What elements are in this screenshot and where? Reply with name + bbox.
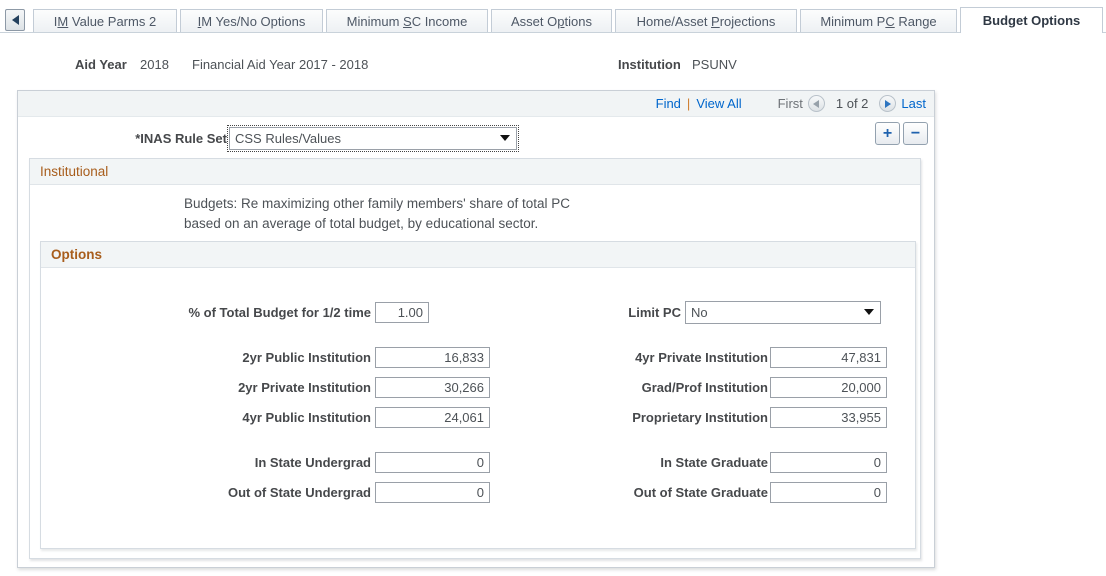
- aid-year-value: 2018: [140, 57, 169, 72]
- options-group-box: Options % of Total Budget for 1/2 time L…: [40, 241, 916, 549]
- in-state-graduate-input[interactable]: [770, 451, 887, 473]
- form-row: 2yr Public Institution 4yr Private Insti…: [41, 346, 915, 368]
- tab-label: Budget Options: [982, 13, 1081, 28]
- aid-year-label: Aid Year: [75, 57, 127, 72]
- tab-label: Asset Options: [511, 14, 592, 29]
- form-row: 2yr Private Institution Grad/Prof Instit…: [41, 376, 915, 398]
- next-row-button[interactable]: [879, 95, 897, 112]
- options-section-title: Options: [41, 242, 915, 268]
- tab-minimum-pc-range[interactable]: Minimum PC Range: [800, 9, 957, 33]
- add-row-button[interactable]: +: [875, 122, 900, 145]
- dropdown-arrow-icon: [864, 309, 874, 315]
- 4yr-private-institution-label: 4yr Private Institution: [635, 349, 768, 365]
- 4yr-private-institution-input[interactable]: [770, 346, 887, 368]
- dropdown-arrow-icon: [500, 135, 510, 141]
- previous-row-button[interactable]: [807, 95, 825, 112]
- proprietary-institution-input[interactable]: [770, 406, 887, 428]
- scroll-tabs-left-button[interactable]: [5, 9, 25, 31]
- in-state-graduate-label: In State Graduate: [660, 454, 768, 470]
- tab-label: IM Yes/No Options: [197, 14, 306, 29]
- form-row: In State Undergrad In State Graduate: [41, 451, 915, 473]
- pct-total-budget-input[interactable]: [375, 301, 429, 323]
- row-position: 1 of 2: [835, 96, 869, 111]
- grad-prof-institution-input[interactable]: [770, 376, 887, 398]
- institutional-section-title: Institutional: [30, 159, 920, 185]
- page-key-header: Aid Year 2018 Financial Aid Year 2017 - …: [0, 57, 1106, 79]
- aid-year-description: Financial Aid Year 2017 - 2018: [192, 57, 369, 72]
- out-of-state-undergrad-input[interactable]: [375, 481, 490, 503]
- tab-label: IM Value Parms 2: [53, 14, 157, 29]
- first-link: First: [777, 96, 803, 111]
- row-action-buttons: + −: [875, 122, 928, 145]
- tab-bar: IM Value Parms 2 IM Yes/No Options Minim…: [0, 7, 1106, 33]
- selected-value: No: [691, 304, 708, 320]
- 4yr-public-institution-input[interactable]: [375, 406, 490, 428]
- out-of-state-graduate-label: Out of State Graduate: [633, 484, 768, 500]
- budgets-description-line1: Budgets: Re maximizing other family memb…: [184, 196, 570, 211]
- chevron-left-icon: [11, 15, 19, 25]
- inas-rule-set-row: *INAS Rule Set CSS Rules/Values + −: [18, 122, 934, 152]
- tab-label: Minimum PC Range: [820, 14, 937, 29]
- institution-label: Institution: [618, 57, 681, 72]
- out-of-state-graduate-input[interactable]: [770, 481, 887, 503]
- last-link[interactable]: Last: [901, 96, 926, 111]
- selected-value: CSS Rules/Values: [235, 130, 341, 146]
- tab-im-yes-no-options[interactable]: IM Yes/No Options: [180, 9, 323, 33]
- link-separator: |: [686, 96, 691, 111]
- inas-rule-scroll-area: Find | View All First 1 of 2 Last *INAS …: [17, 90, 935, 568]
- form-row: 4yr Public Institution Proprietary Insti…: [41, 406, 915, 428]
- pct-total-budget-label: % of Total Budget for 1/2 time: [188, 304, 372, 320]
- scroll-area-header: Find | View All First 1 of 2 Last: [18, 91, 934, 117]
- form-row: Out of State Undergrad Out of State Grad…: [41, 481, 915, 503]
- institutional-group-box: Institutional Budgets: Re maximizing oth…: [29, 158, 921, 559]
- 2yr-public-institution-input[interactable]: [375, 346, 490, 368]
- out-of-state-undergrad-label: Out of State Undergrad: [227, 484, 371, 500]
- tab-label: Home/Asset Projections: [636, 14, 776, 29]
- limit-pc-select[interactable]: No: [685, 300, 881, 324]
- institution-value: PSUNV: [692, 57, 737, 72]
- tab-label: Minimum SC Income: [346, 14, 468, 29]
- limit-pc-label: Limit PC: [628, 304, 681, 320]
- 2yr-private-institution-input[interactable]: [375, 376, 490, 398]
- budgets-description: Budgets: Re maximizing other family memb…: [184, 194, 920, 234]
- 2yr-public-institution-label: 2yr Public Institution: [242, 349, 371, 365]
- 4yr-public-institution-label: 4yr Public Institution: [242, 409, 371, 425]
- budgets-description-line2: based on an average of total budget, by …: [184, 216, 539, 231]
- find-link[interactable]: Find: [655, 96, 681, 111]
- chevron-right-icon: [884, 99, 891, 108]
- tab-im-value-parms-2[interactable]: IM Value Parms 2: [33, 9, 177, 33]
- in-state-undergrad-label: In State Undergrad: [254, 454, 371, 470]
- proprietary-institution-label: Proprietary Institution: [632, 409, 768, 425]
- delete-row-button[interactable]: −: [903, 122, 928, 145]
- 2yr-private-institution-label: 2yr Private Institution: [238, 379, 371, 395]
- inas-rule-set-select[interactable]: CSS Rules/Values: [227, 124, 519, 152]
- tab-budget-options[interactable]: Budget Options: [960, 7, 1103, 33]
- tab-home-asset-projections[interactable]: Home/Asset Projections: [615, 9, 797, 33]
- form-row: % of Total Budget for 1/2 time Limit PC …: [41, 300, 915, 324]
- tab-minimum-sc-income[interactable]: Minimum SC Income: [326, 9, 488, 33]
- tab-asset-options[interactable]: Asset Options: [491, 9, 612, 33]
- grad-prof-institution-label: Grad/Prof Institution: [641, 379, 768, 395]
- inas-rule-set-label: *INAS Rule Set: [135, 130, 227, 146]
- chevron-left-icon: [813, 99, 820, 108]
- in-state-undergrad-input[interactable]: [375, 451, 490, 473]
- view-all-link[interactable]: View All: [696, 96, 742, 111]
